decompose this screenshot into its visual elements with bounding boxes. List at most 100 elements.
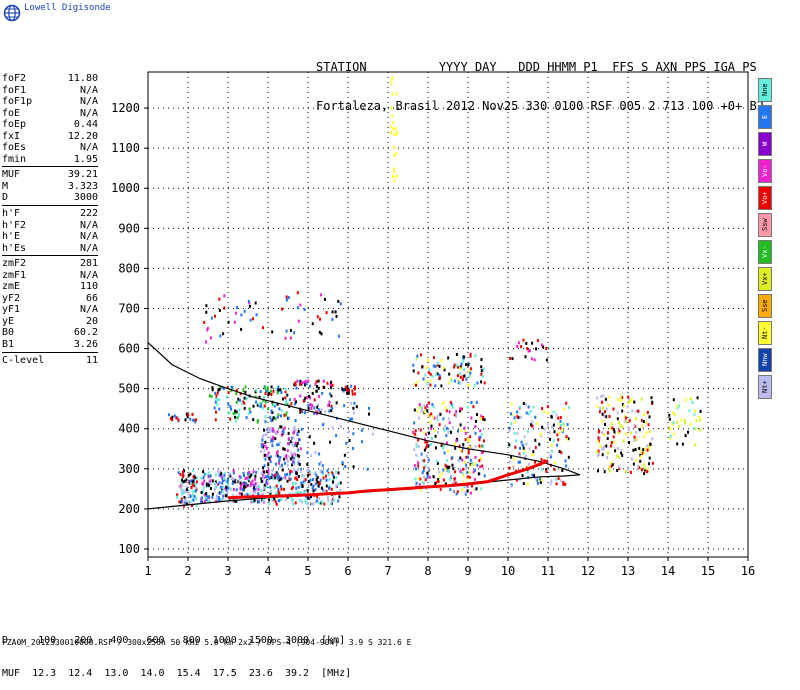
echo-point <box>285 455 288 459</box>
echo-point <box>295 486 298 490</box>
echo-point <box>453 363 456 367</box>
echo-point <box>442 468 445 472</box>
echo-point <box>254 301 257 305</box>
echo-point <box>218 385 221 389</box>
echo-point <box>286 458 288 462</box>
echo-point <box>271 330 274 334</box>
echo-point <box>354 387 356 391</box>
echo-point <box>435 373 438 377</box>
echo-point <box>332 494 335 498</box>
echo-point <box>217 470 220 474</box>
echo-point <box>235 479 238 483</box>
echo-point <box>254 474 257 478</box>
echo-point <box>195 480 198 484</box>
echo-point <box>361 440 363 444</box>
echo-point <box>526 470 529 474</box>
param-separator <box>2 165 98 169</box>
echo-point <box>651 461 654 465</box>
echo-point <box>320 460 322 464</box>
x-tick-label: 8 <box>424 564 431 578</box>
echo-point <box>265 480 268 484</box>
echo-point <box>368 406 370 410</box>
echo-point <box>543 410 546 414</box>
echo-point <box>318 330 321 334</box>
echo-point <box>633 439 636 442</box>
echo-point <box>314 382 317 386</box>
echo-point <box>428 475 431 479</box>
echo-point <box>275 451 278 455</box>
echo-point <box>253 477 256 481</box>
echo-point <box>299 303 302 307</box>
echo-point <box>536 339 539 343</box>
echo-point <box>300 468 302 472</box>
echo-point <box>454 481 457 485</box>
echo-point <box>218 498 221 502</box>
echo-point <box>596 404 599 408</box>
echo-point <box>608 395 611 399</box>
echo-point <box>182 473 185 477</box>
echo-point <box>260 404 262 408</box>
echo-point <box>434 434 437 438</box>
echo-point <box>278 389 281 393</box>
param-row: fxI 12.20 <box>2 131 98 143</box>
echo-point <box>294 482 297 485</box>
param-row: yF2 66 <box>2 293 98 305</box>
echo-point <box>310 482 313 486</box>
echo-point <box>425 454 428 458</box>
echo-point <box>176 493 179 497</box>
echo-point <box>303 490 306 494</box>
echo-point <box>303 380 306 384</box>
echo-point <box>395 132 398 136</box>
echo-point <box>249 484 252 487</box>
param-separator <box>2 351 98 355</box>
echo-point <box>294 402 297 406</box>
echo-point <box>694 409 697 413</box>
echo-point <box>448 421 451 425</box>
echo-point <box>316 385 319 388</box>
echo-point <box>480 451 483 455</box>
echo-point <box>218 398 221 402</box>
echo-point <box>440 359 443 362</box>
echo-point <box>447 449 449 453</box>
echo-point <box>311 404 314 408</box>
echo-point <box>534 460 536 464</box>
echo-point <box>391 114 394 118</box>
echo-point <box>457 379 460 383</box>
echo-point <box>180 480 183 484</box>
echo-point <box>597 449 600 453</box>
echo-point <box>446 459 449 463</box>
echo-point <box>262 433 265 437</box>
echo-point <box>261 406 264 410</box>
echo-point <box>280 498 283 501</box>
echo-point <box>227 402 230 406</box>
legend-item-w: W <box>758 132 772 156</box>
echo-point <box>603 414 606 418</box>
echo-point <box>508 429 511 433</box>
echo-point <box>328 409 331 413</box>
echo-point <box>209 487 212 490</box>
echo-point <box>232 471 235 475</box>
echo-point <box>268 477 271 480</box>
echo-point <box>287 416 290 420</box>
echo-point <box>308 496 311 500</box>
echo-point <box>324 490 327 494</box>
echo-point <box>421 365 424 369</box>
ionogram-chart: 1 2 3 4 5 6 7 8 9 10 11 12 13 14 15 16 1002003004005006… <box>111 71 755 578</box>
echo-point <box>180 487 183 491</box>
echo-point <box>308 435 311 439</box>
echo-point <box>281 307 284 311</box>
echo-point <box>275 454 277 458</box>
echo-point <box>205 310 208 314</box>
echo-point <box>461 378 464 381</box>
echo-point <box>468 445 471 449</box>
param-row: foF1 N/A <box>2 85 98 97</box>
echo-point <box>321 501 324 505</box>
echo-point <box>260 477 263 481</box>
echo-point <box>318 462 321 466</box>
echo-point <box>469 354 472 358</box>
echo-point <box>424 406 427 410</box>
echo-point <box>541 407 544 410</box>
echo-point <box>307 502 310 506</box>
echo-point <box>516 410 519 414</box>
echo-point <box>447 469 450 473</box>
